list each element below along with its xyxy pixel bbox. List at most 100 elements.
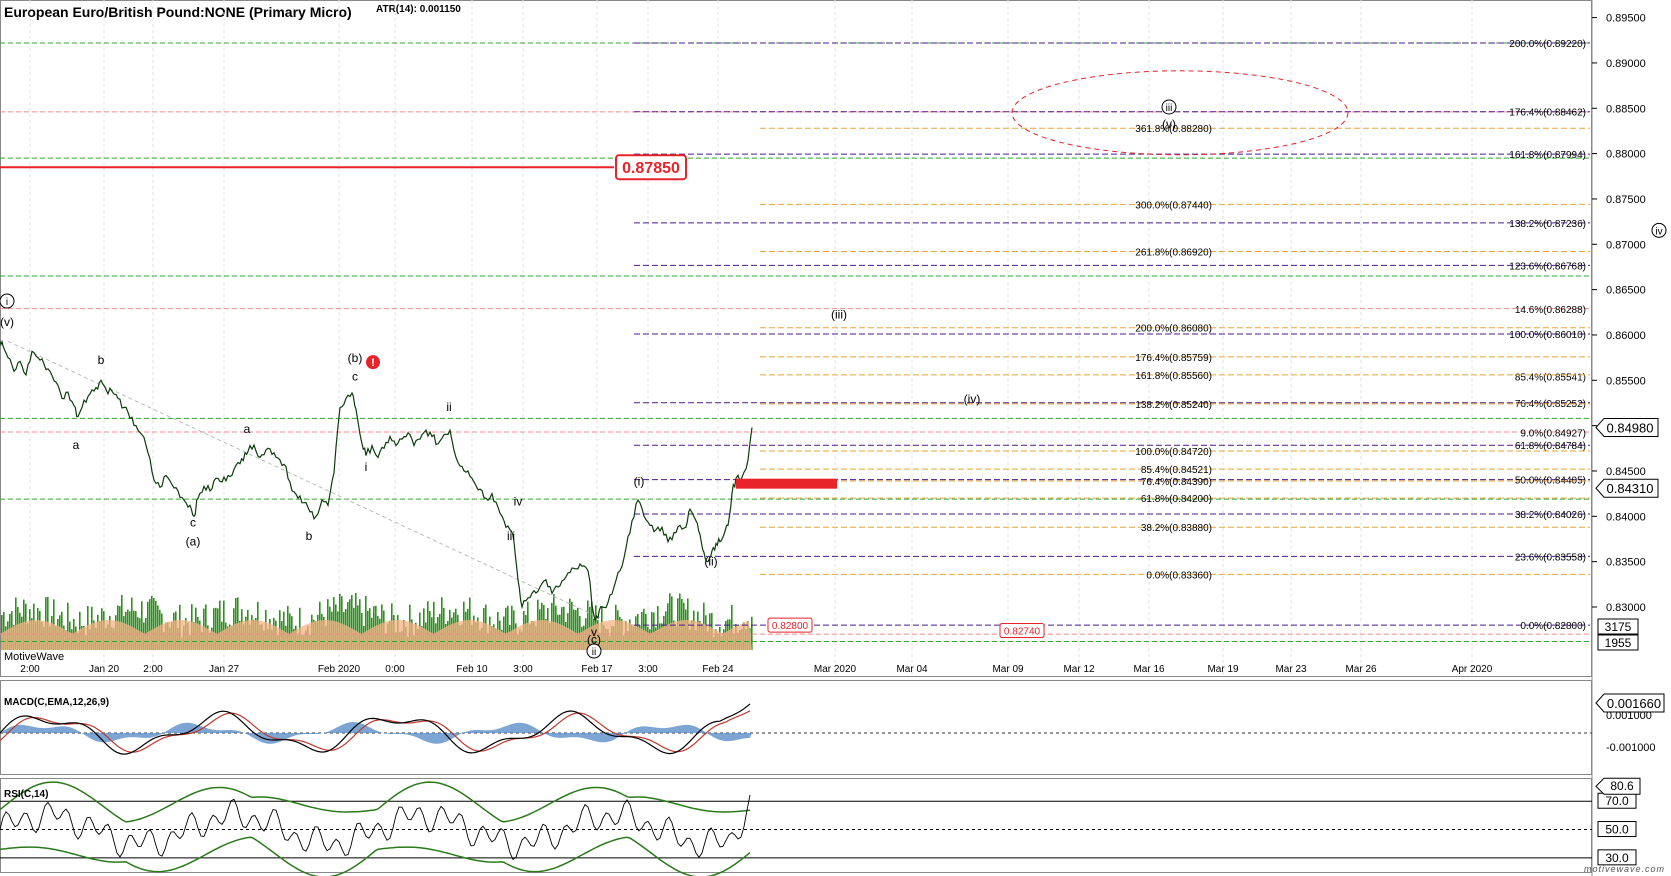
volume-bar	[577, 607, 579, 650]
y-tick-label: 0.87500	[1606, 194, 1646, 206]
volume-tag-label: 3175	[1605, 620, 1632, 634]
wave-label-circle	[1161, 99, 1177, 115]
x-tick-label: Mar 26	[1345, 664, 1377, 675]
macd-line	[0, 703, 751, 755]
x-tick-label: Jan 27	[209, 664, 239, 675]
volume-bar	[223, 600, 225, 650]
x-tick-label: Feb 10	[456, 664, 488, 675]
wave-label: c	[190, 515, 196, 529]
wave-label: v	[591, 625, 597, 639]
wave-label: i	[6, 297, 8, 308]
volume-bar	[441, 597, 443, 650]
macd-tag	[1595, 693, 1665, 713]
volume-bar	[351, 595, 353, 650]
fib-label: 0.0%(0.83360)	[1146, 570, 1212, 581]
volume-bar	[131, 597, 133, 650]
volume-tag	[1597, 618, 1639, 635]
volume-bar	[15, 597, 17, 650]
fib-label: 38.2%(0.83880)	[1141, 523, 1212, 534]
brand-label: MotiveWave	[4, 651, 65, 663]
y-tick-label: 0.88500	[1606, 103, 1646, 115]
y-tick-label: 0.89500	[1606, 13, 1646, 25]
volume-bar	[219, 600, 221, 650]
fib-label: 23.6%(0.83558)	[1515, 552, 1586, 563]
fib-label: 138.2%(0.87236)	[1509, 219, 1586, 230]
fib-label: 0.0%(0.82800)	[1520, 621, 1586, 632]
fib-label: 14.6%(0.86288)	[1515, 305, 1586, 316]
volume-bar	[339, 593, 341, 650]
fib-label: 100.0%(0.84720)	[1135, 447, 1212, 458]
wave-label-circle	[1651, 222, 1667, 238]
x-tick-label: Apr 2020	[1452, 664, 1493, 675]
volume-bar	[349, 599, 351, 650]
macd-panel: 0.001000 -0.001000 0.001660	[0, 693, 1665, 755]
volume-bar	[669, 593, 671, 650]
alert-icon-glyph: !	[371, 357, 375, 369]
volume-bar	[657, 606, 659, 650]
volume-bar	[155, 600, 157, 650]
rsi-panel: 70.0 50.0 30.0 80.6	[0, 777, 1641, 876]
volume-bar	[153, 598, 155, 650]
fib-label: 76.4%(0.85252)	[1515, 399, 1586, 410]
wave-label: i	[365, 460, 368, 474]
fib-label: 38.2%(0.84026)	[1515, 510, 1586, 521]
volume-bar	[507, 605, 509, 650]
wave-label: (b)	[348, 351, 363, 365]
fib-label: 50.0%(0.84405)	[1515, 476, 1586, 487]
volume-bar	[3, 611, 5, 650]
price-panel-frame	[0, 0, 1592, 677]
fib-label: 161.8%(0.87994)	[1509, 150, 1586, 161]
rsi-tag-label: 80.6	[1610, 779, 1634, 793]
rsi-level-label: 30.0	[1605, 851, 1629, 865]
x-tick-label: Feb 2020	[318, 664, 361, 675]
wave-label: iii	[507, 529, 515, 543]
x-tick-label: Jan 20	[89, 664, 119, 675]
wave-label-circle	[586, 643, 602, 659]
fib-label: 200.0%(0.86080)	[1135, 324, 1212, 335]
fib-label: 200.0%(0.89220)	[1509, 39, 1586, 50]
wave-label: (c)	[587, 632, 601, 646]
fib-label: 123.6%(0.86768)	[1509, 261, 1586, 272]
macd-tick-label: -0.001000	[1606, 742, 1656, 754]
x-tick-label: 3:00	[638, 664, 658, 675]
price-box-main	[615, 154, 687, 181]
x-tick-label: Feb 24	[702, 664, 734, 675]
x-tick-label: 3:00	[513, 664, 533, 675]
fib-label: 176.4%(0.88462)	[1509, 108, 1586, 119]
volume-bar	[365, 595, 367, 650]
volume-bar	[433, 601, 435, 650]
volume-bar	[751, 616, 753, 650]
volume-bar	[147, 601, 149, 650]
volume-bar	[217, 608, 219, 650]
volume-bar	[149, 599, 151, 650]
grid	[0, 0, 1593, 876]
x-tick-label: 2:00	[143, 664, 163, 675]
macd-histogram	[0, 722, 752, 744]
fib-label: 85.4%(0.85541)	[1515, 373, 1586, 384]
chart-title: European Euro/British Pound:NONE (Primar…	[4, 4, 352, 20]
price-box-label: 0.82740	[1004, 627, 1041, 638]
price-box-label: 0.82800	[772, 621, 809, 632]
atr-readout: ATR(14): 0.001150	[376, 4, 461, 15]
wave-label: (ii)	[704, 554, 717, 568]
fib-label: 300.0%(0.87440)	[1135, 200, 1212, 211]
wave-label: a	[244, 422, 251, 436]
volume-bar	[731, 604, 733, 650]
wave-label: b	[98, 353, 105, 367]
volume-bar	[571, 601, 573, 650]
volume-bar	[357, 605, 359, 650]
target-ellipse	[1011, 70, 1349, 156]
volume-tag-label: 1955	[1605, 636, 1632, 650]
wave-label: iv	[514, 494, 523, 508]
y-tick-label: 0.84500	[1606, 466, 1646, 478]
volume-bar	[1, 614, 3, 650]
wave-label: ii	[592, 647, 596, 658]
rsi-line	[0, 794, 751, 861]
macd-signal-line	[0, 710, 751, 753]
volume-bar	[429, 611, 431, 650]
wave-label: b	[306, 529, 313, 543]
volume-bar	[511, 605, 513, 650]
fib-label: 9.0%(0.84927)	[1520, 428, 1586, 439]
